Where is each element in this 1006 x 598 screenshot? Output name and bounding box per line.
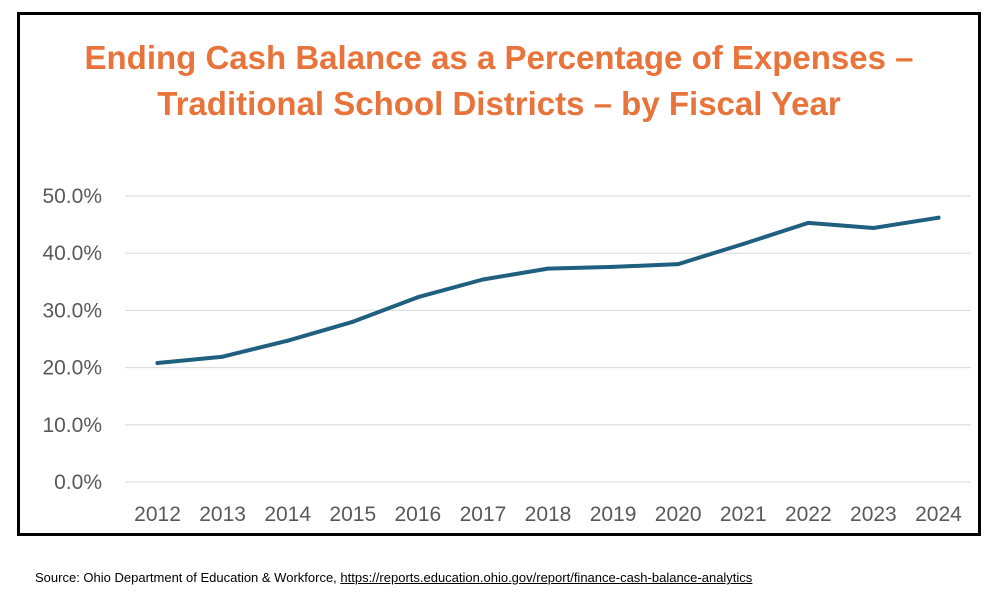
x-tick-label: 2022 <box>785 503 832 526</box>
data-point <box>676 262 681 267</box>
y-tick-label: 50.0% <box>42 185 102 208</box>
data-point <box>611 264 616 269</box>
gridlines <box>125 195 971 483</box>
x-axis-ticks: 2012 2013 2014 2015 2016 2017 2018 2019 2020 2021… <box>134 503 962 526</box>
data-point <box>936 215 941 220</box>
data-point <box>480 277 485 282</box>
y-axis-ticks: 0.0% 10.0% 20.0% 30.0% 40.0% 50.0% <box>42 185 102 494</box>
source-note: Source: Ohio Department of Education & W… <box>35 570 752 585</box>
x-tick-label: 2014 <box>264 503 311 526</box>
x-tick-label: 2018 <box>525 503 572 526</box>
line-chart: 0.0%10.0%20.0%30.0%40.0%50.0% 2012 2013 20… <box>42 185 971 526</box>
chart-title: Ending Cash Balance as a Percentage of E… <box>84 39 914 122</box>
data-point <box>285 338 290 343</box>
data-point <box>415 295 420 300</box>
y-tick-label: 20.0% <box>42 357 102 380</box>
x-tick-label: 2017 <box>460 503 507 526</box>
y-tick-label: 0.0% <box>54 471 102 494</box>
x-tick-label: 2015 <box>329 503 376 526</box>
data-point <box>871 226 876 231</box>
x-tick-label: 2024 <box>915 503 962 526</box>
y-tick-label: 40.0% <box>42 242 102 265</box>
x-tick-label: 2020 <box>655 503 702 526</box>
x-tick-label: 2023 <box>850 503 897 526</box>
data-point <box>546 266 550 271</box>
data-point <box>806 220 811 225</box>
data-point <box>741 242 746 247</box>
x-tick-label: 2019 <box>590 503 637 526</box>
chart-frame: Ending Cash Balance as a Percentage of E… <box>17 12 981 536</box>
series-line <box>155 215 941 365</box>
data-point <box>155 361 160 366</box>
source-prefix: Source: Ohio Department of Education & W… <box>35 570 341 585</box>
series-layer <box>155 215 941 366</box>
x-tick-label: 2021 <box>720 503 767 526</box>
data-point <box>350 319 355 324</box>
x-tick-label: 2013 <box>199 503 246 526</box>
x-tick-label: 2012 <box>134 503 181 526</box>
y-tick-label: 10.0% <box>42 414 102 437</box>
y-tick-label: 30.0% <box>42 299 102 322</box>
x-tick-label: 2016 <box>394 503 441 526</box>
source-link[interactable]: https://reports.education.ohio.gov/repor… <box>340 570 753 585</box>
data-point <box>220 354 225 359</box>
